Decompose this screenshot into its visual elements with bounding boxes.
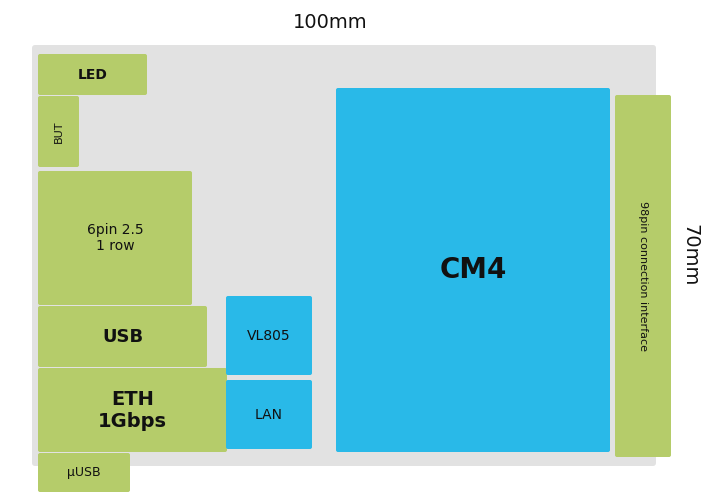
Text: LED: LED xyxy=(78,68,107,82)
FancyBboxPatch shape xyxy=(38,306,207,367)
FancyBboxPatch shape xyxy=(38,453,130,492)
Text: μUSB: μUSB xyxy=(67,466,101,479)
FancyBboxPatch shape xyxy=(32,45,656,466)
Text: CM4: CM4 xyxy=(439,256,507,284)
FancyBboxPatch shape xyxy=(38,171,192,305)
Text: LAN: LAN xyxy=(255,407,283,421)
Text: ETH
1Gbps: ETH 1Gbps xyxy=(98,389,167,430)
Text: VL805: VL805 xyxy=(247,329,291,343)
Text: 98pin connection interface: 98pin connection interface xyxy=(638,201,648,351)
Text: USB: USB xyxy=(102,328,143,346)
FancyBboxPatch shape xyxy=(38,54,147,95)
Text: 70mm: 70mm xyxy=(680,224,700,286)
FancyBboxPatch shape xyxy=(226,380,312,449)
FancyBboxPatch shape xyxy=(38,368,227,452)
Text: 100mm: 100mm xyxy=(293,12,367,31)
Text: 6pin 2.5
1 row: 6pin 2.5 1 row xyxy=(86,223,143,253)
FancyBboxPatch shape xyxy=(615,95,671,457)
Text: BUT: BUT xyxy=(53,120,63,143)
FancyBboxPatch shape xyxy=(336,88,610,452)
FancyBboxPatch shape xyxy=(226,296,312,375)
FancyBboxPatch shape xyxy=(38,96,79,167)
